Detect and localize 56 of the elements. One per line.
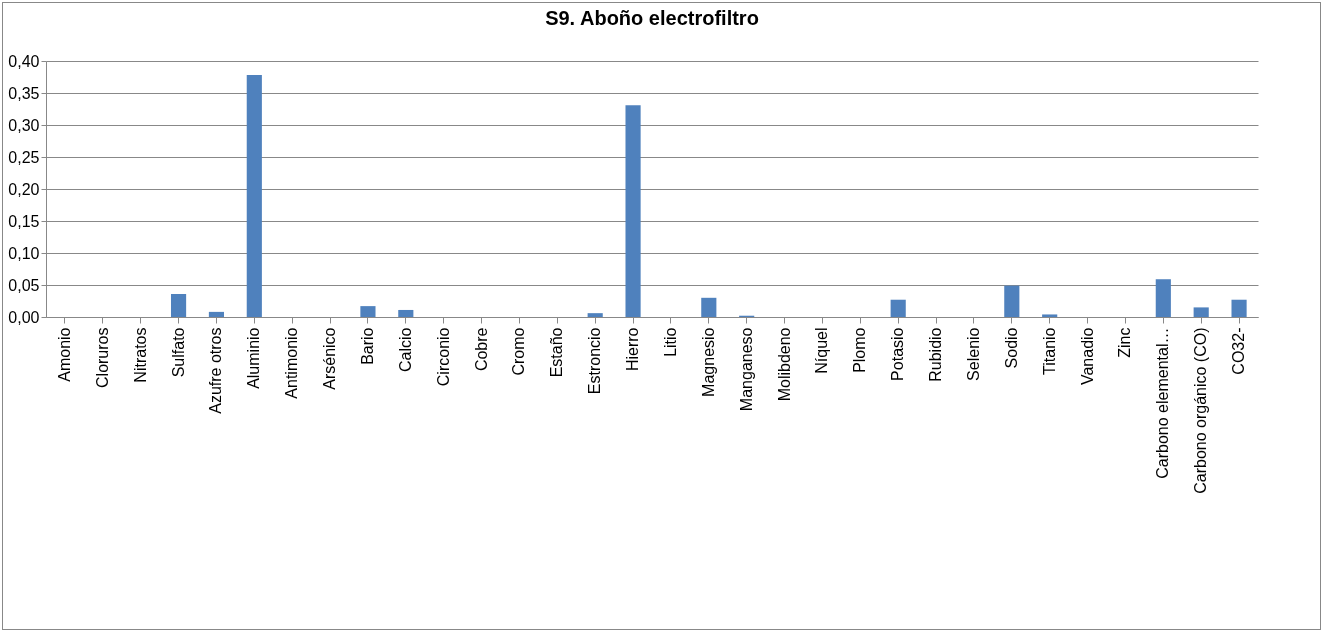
x-tick-label: Litio	[661, 327, 679, 357]
x-tick-label: Bario	[358, 327, 376, 365]
bar	[1004, 285, 1020, 317]
x-tick-label: Selenio	[964, 327, 982, 381]
chart-title: S9. Aboño electrofiltro	[545, 7, 759, 29]
x-tick-label: Cromo	[510, 327, 528, 376]
x-tick-label: Manganeso	[737, 327, 755, 412]
bar	[360, 306, 376, 317]
bar	[890, 299, 906, 317]
x-tick-label: CO32-	[1230, 327, 1248, 375]
x-tick-label: Antimonio	[283, 327, 301, 399]
x-tick-label: Cobre	[472, 327, 490, 372]
x-tick-label: Hierro	[624, 327, 642, 372]
x-tick-label: Amonio	[55, 327, 73, 382]
x-tick-label: Azufre otros	[207, 327, 225, 414]
x-tick-label: Rubidio	[927, 327, 945, 382]
bar	[398, 309, 414, 317]
x-tick-label: Estroncio	[586, 327, 604, 395]
bar	[701, 297, 717, 317]
bar	[208, 311, 225, 317]
bar	[1155, 279, 1171, 317]
bar	[246, 75, 262, 317]
x-tick-label: Sodio	[1002, 327, 1020, 369]
x-tick-label: Nitratos	[131, 327, 149, 383]
x-tick-label: Estaño	[548, 327, 566, 378]
x-tick-label: Plomo	[851, 327, 869, 373]
y-tick-label: 0,20	[8, 180, 40, 198]
x-tick-label: Níquel	[813, 327, 831, 374]
bar	[1042, 314, 1058, 317]
y-tick-label: 0,25	[8, 148, 40, 166]
x-tick-label: Sulfato	[169, 327, 187, 378]
x-tick-label: Calcio	[396, 327, 414, 372]
y-tick-label: 0,10	[8, 244, 40, 262]
bar	[1193, 307, 1209, 317]
x-tick-label: Molibdeno	[775, 327, 793, 402]
bar	[170, 293, 187, 317]
y-tick-label: 0,05	[8, 276, 40, 294]
x-tick-label: Cloruros	[93, 327, 111, 388]
x-tick-label: Vanadio	[1078, 327, 1096, 386]
y-tick-label: 0,30	[8, 116, 40, 134]
y-tick-label: 0,15	[8, 212, 40, 230]
x-tick-label: Carbono orgánico (CO)	[1192, 327, 1210, 494]
x-tick-label: Aluminio	[245, 327, 263, 389]
x-tick-label: Arsénico	[321, 327, 339, 390]
x-tick-label: Circonio	[434, 327, 452, 387]
y-tick-label: 0,40	[8, 52, 40, 70]
bar	[625, 105, 641, 317]
bar	[1231, 299, 1247, 317]
y-tick-label: 0,00	[8, 308, 40, 326]
x-tick-label: Zinc	[1116, 327, 1134, 358]
x-tick-label: Carbono elemental…	[1154, 327, 1172, 479]
x-tick-label: Potasio	[889, 327, 907, 381]
x-tick-label: Magnesio	[699, 327, 717, 397]
y-tick-label: 0,35	[8, 84, 40, 102]
bar	[587, 313, 603, 317]
x-tick-label: Titanio	[1040, 327, 1058, 375]
